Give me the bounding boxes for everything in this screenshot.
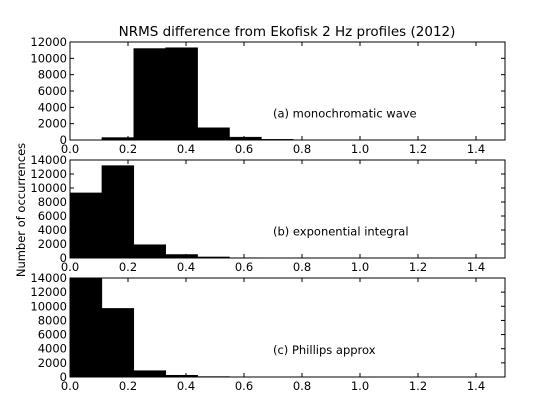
x-tick-label: 0.2	[119, 379, 137, 393]
histogram-bar	[165, 47, 198, 140]
y-tick-label: 2000	[38, 356, 67, 370]
y-tick-label: 4000	[38, 100, 67, 114]
panel-label: (a) monochromatic wave	[273, 106, 417, 120]
panel-label: (b) exponential integral	[273, 224, 409, 238]
y-tick-label: 14000	[30, 271, 67, 285]
y-tick-label: 12000	[30, 285, 67, 299]
histogram-bar	[133, 370, 166, 377]
chart-title: NRMS difference from Ekofisk 2 Hz profil…	[119, 24, 456, 40]
bars	[70, 278, 230, 377]
x-tick-label: 0.4	[177, 379, 195, 393]
axes-frame	[69, 277, 506, 378]
histogram-bar	[165, 374, 198, 377]
histogram-bar	[165, 254, 198, 258]
y-tick-label: 6000	[38, 84, 67, 98]
x-tick-label: 0.0	[61, 142, 79, 156]
x-tick-label: 1.4	[467, 260, 485, 274]
y-tick-label: 6000	[38, 209, 67, 223]
x-tick-label: 0.0	[61, 260, 79, 274]
x-tick-label: 0.6	[235, 260, 253, 274]
x-tick-label: 1.0	[351, 379, 369, 393]
y-tick-label: 12000	[30, 35, 67, 49]
y-tick-label: 8000	[38, 195, 67, 209]
y-tick-label: 0	[60, 251, 67, 265]
y-tick-label: 14000	[30, 153, 67, 167]
histogram-bar	[133, 48, 166, 140]
panel-label: (c) Phillips approx	[273, 343, 376, 357]
histogram-bar	[133, 244, 166, 258]
bars	[101, 47, 326, 140]
histogram-bar	[101, 308, 135, 377]
histogram-bar	[70, 278, 103, 377]
histogram-bar	[70, 192, 103, 258]
x-tick-label: 0.4	[177, 260, 195, 274]
y-tick-label: 10000	[30, 299, 67, 313]
y-tick-label: 12000	[30, 167, 67, 181]
x-tick-label: 0.0	[61, 379, 79, 393]
x-tick-label: 1.2	[409, 142, 427, 156]
y-tick-label: 4000	[38, 342, 67, 356]
x-tick-label: 1.0	[351, 142, 369, 156]
y-tick-label: 10000	[30, 51, 67, 65]
y-tick-label: 6000	[38, 328, 67, 342]
x-tick-label: 1.4	[467, 142, 485, 156]
bars	[70, 165, 262, 258]
x-tick-label: 0.2	[119, 142, 137, 156]
x-tick-label: 0.8	[293, 260, 311, 274]
histogram-panel-0: 0 2000 4000 6000 8000 10000 12000 0.0 0.2 0.4 0.6 0…	[30, 35, 506, 156]
x-tick-label: 0.4	[177, 142, 195, 156]
x-tick-label: 1.2	[409, 260, 427, 274]
x-tick-label: 0.8	[293, 142, 311, 156]
x-tick-label: 1.2	[409, 379, 427, 393]
axes-frame	[69, 159, 506, 259]
y-tick-label: 2000	[38, 117, 67, 131]
x-tick-label: 1.4	[467, 379, 485, 393]
histogram-bar	[197, 127, 230, 140]
x-tick-label: 1.0	[351, 260, 369, 274]
y-axis-label: Number of occurrences	[14, 143, 28, 277]
histogram-bar	[101, 165, 135, 258]
y-tick-label: 0	[60, 370, 67, 384]
x-tick-label: 0.6	[235, 379, 253, 393]
y-tick-label: 0	[60, 133, 67, 147]
x-tick-label: 0.8	[293, 379, 311, 393]
x-tick-label: 0.6	[235, 142, 253, 156]
y-tick-label: 10000	[30, 181, 67, 195]
x-tick-label: 0.2	[119, 260, 137, 274]
y-tick-label: 4000	[38, 223, 67, 237]
y-tick-label: 8000	[38, 68, 67, 82]
y-tick-label: 2000	[38, 237, 67, 251]
y-tick-label: 8000	[38, 313, 67, 327]
